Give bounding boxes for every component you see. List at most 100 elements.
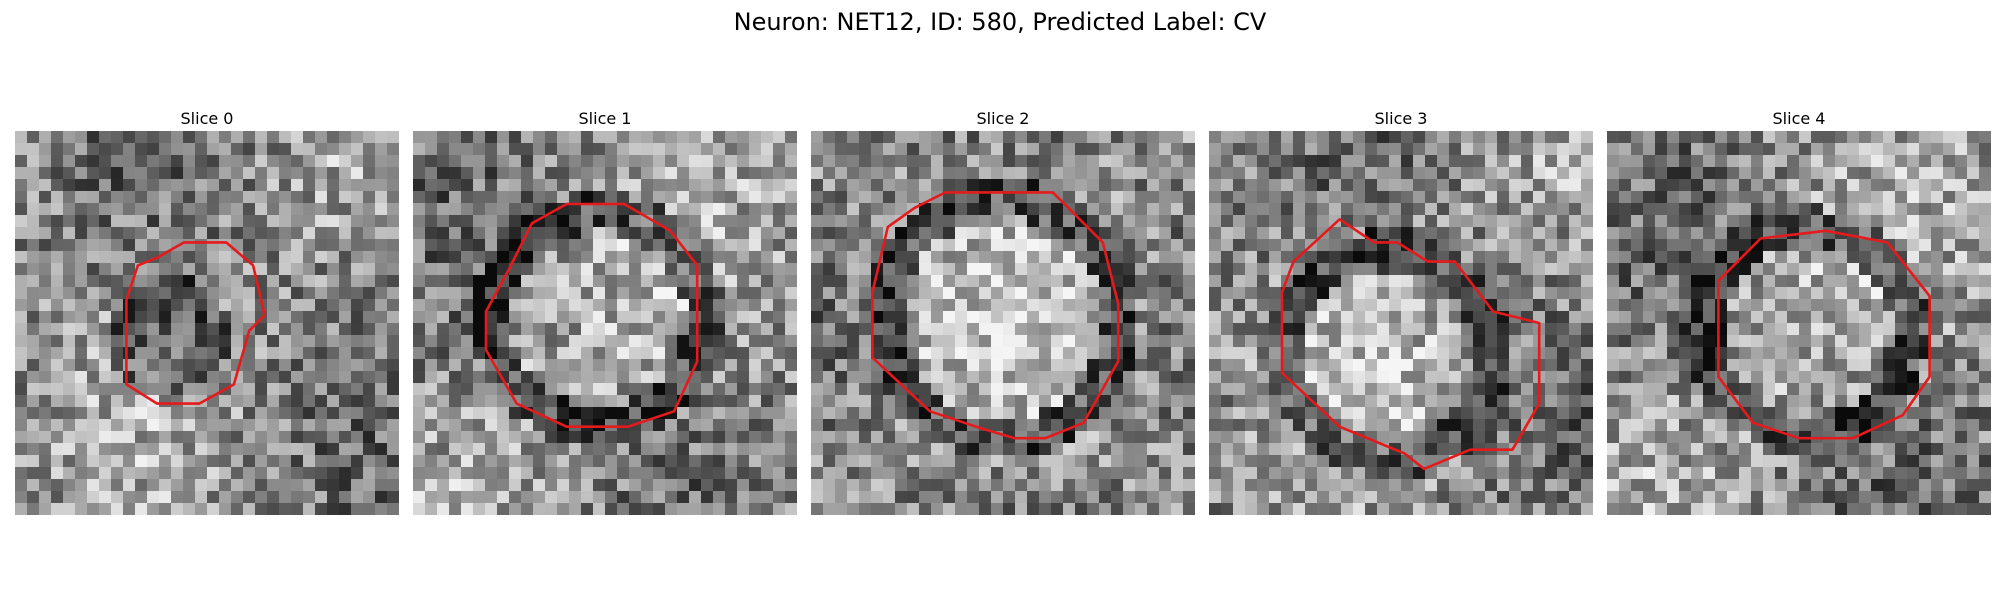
pixel-cell [823,287,836,300]
pixel-cell [1281,431,1294,444]
pixel-cell [1485,359,1498,372]
pixel-cell [219,431,232,444]
pixel-cell [1063,251,1076,264]
pixel-cell [1787,263,1800,276]
pixel-cell [279,431,292,444]
pixel-cell [15,467,28,480]
pixel-cell [327,215,340,228]
pixel-cell [1003,227,1016,240]
pixel-cell [847,215,860,228]
pixel-cell [1075,203,1088,216]
pixel-cell [1931,263,1944,276]
pixel-cell [437,155,450,168]
pixel-cell [1437,239,1450,252]
pixel-cell [1727,371,1740,384]
pixel-cell [967,335,980,348]
pixel-cell [871,167,884,180]
pixel-cell [183,239,196,252]
pixel-cell [75,323,88,336]
pixel-cell [315,179,328,192]
pixel-cell [1377,251,1390,264]
pixel-cell [1497,227,1510,240]
pixel-cell [883,395,896,408]
pixel-cell [1557,371,1570,384]
pixel-cell [243,395,256,408]
pixel-cell [1147,383,1160,396]
pixel-cell [1521,479,1534,492]
pixel-cell [1365,191,1378,204]
pixel-cell [1437,299,1450,312]
pixel-cell [545,263,558,276]
pixel-cell [1895,311,1908,324]
pixel-cell [1135,431,1148,444]
pixel-cell [689,143,702,156]
pixel-cell [955,143,968,156]
pixel-cell [1209,371,1222,384]
pixel-cell [123,311,136,324]
pixel-cell [303,335,316,348]
pixel-cell [533,503,546,515]
pixel-cell [737,263,750,276]
pixel-cell [135,419,148,432]
pixel-cell [847,419,860,432]
pixel-cell [1619,455,1632,468]
pixel-cell [593,371,606,384]
pixel-cell [701,371,714,384]
pixel-cell [1799,203,1812,216]
pixel-cell [1221,203,1234,216]
pixel-cell [87,287,100,300]
pixel-cell [267,323,280,336]
pixel-cell [1955,239,1968,252]
pixel-cell [1569,215,1582,228]
pixel-cell [641,467,654,480]
pixel-cell [1775,335,1788,348]
pixel-cell [1353,443,1366,456]
pixel-cell [1329,143,1342,156]
pixel-cell [955,155,968,168]
pixel-cell [1799,191,1812,204]
pixel-cell [811,191,824,204]
pixel-cell [629,371,642,384]
pixel-cell [1425,479,1438,492]
pixel-cell [1015,503,1028,515]
pixel-cell [75,479,88,492]
pixel-cell [773,191,786,204]
pixel-cell [1257,215,1270,228]
pixel-cell [87,263,100,276]
pixel-cell [303,299,316,312]
pixel-cell [1727,395,1740,408]
pixel-cell [641,479,654,492]
pixel-cell [159,191,172,204]
pixel-cell [1317,431,1330,444]
pixel-cell [955,443,968,456]
pixel-cell [267,419,280,432]
pixel-cell [243,359,256,372]
pixel-cell [557,467,570,480]
panel-title: Slice 4 [1772,109,1826,128]
pixel-cell [147,371,160,384]
pixel-cell [919,155,932,168]
pixel-cell [931,335,944,348]
pixel-cell [1027,155,1040,168]
pixel-cell [1209,167,1222,180]
pixel-cell [159,323,172,336]
pixel-cell [413,191,426,204]
pixel-cell [725,359,738,372]
pixel-cell [1413,263,1426,276]
pixel-cell [135,251,148,264]
pixel-cell [1799,143,1812,156]
pixel-cell [1305,419,1318,432]
pixel-cell [303,431,316,444]
pixel-cell [1871,131,1884,144]
pixel-cell [1425,443,1438,456]
pixel-cell [967,131,980,144]
pixel-cell [375,263,388,276]
pixel-cell [1317,263,1330,276]
pixel-cell [1557,275,1570,288]
pixel-cell [63,167,76,180]
pixel-cell [267,227,280,240]
pixel-cell [1569,371,1582,384]
pixel-cell [943,179,956,192]
pixel-cell [1245,227,1258,240]
pixel-cell [1051,419,1064,432]
